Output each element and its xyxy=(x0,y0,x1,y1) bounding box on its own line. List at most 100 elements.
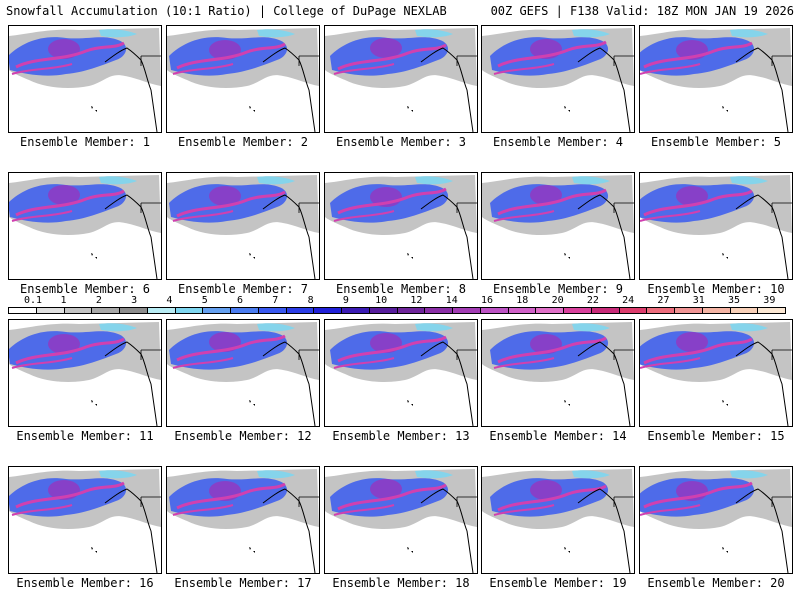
snow-cyan-patch xyxy=(572,470,610,479)
snow-magenta-streak-2 xyxy=(172,504,234,516)
snow-magenta-streak-2 xyxy=(11,357,73,369)
legend-swatch xyxy=(730,308,759,313)
snow-magenta-streak-2 xyxy=(11,63,73,75)
border-line xyxy=(613,202,634,213)
ensemble-panel xyxy=(639,319,793,427)
snow-magenta-streak xyxy=(497,484,607,512)
ensemble-member-label: Ensemble Member: 6 xyxy=(19,282,151,296)
snow-cyan-patch xyxy=(257,470,295,479)
ensemble-member-label: Ensemble Member: 8 xyxy=(335,282,467,296)
legend-tick-label: 3 xyxy=(131,295,138,306)
snowfall-map xyxy=(640,322,792,426)
snow-purple-core xyxy=(370,479,402,499)
snow-magenta-streak xyxy=(643,337,753,365)
legend-tick-label: 39 xyxy=(763,295,776,306)
snow-magenta-streak-2 xyxy=(640,357,701,369)
legend-swatch xyxy=(564,308,592,313)
snow-magenta-streak-2 xyxy=(640,63,701,75)
ensemble-member-label: Ensemble Member: 17 xyxy=(174,576,312,590)
snow-magenta-streak xyxy=(15,41,125,69)
snowfall-map xyxy=(325,175,477,279)
ensemble-member-label: Ensemble Member: 1 xyxy=(19,135,151,149)
legend-swatch xyxy=(175,308,204,313)
border-line xyxy=(140,349,161,360)
ensemble-panel xyxy=(324,25,478,133)
snow-cyan-patch xyxy=(572,323,610,332)
ensemble-member-label: Ensemble Member: 18 xyxy=(332,576,470,590)
border-line xyxy=(140,55,161,66)
ensemble-member-label: Ensemble Member: 10 xyxy=(647,282,785,296)
ensemble-member-label: Ensemble Member: 5 xyxy=(650,135,782,149)
snow-cyan-patch xyxy=(257,176,295,185)
snow-magenta-streak xyxy=(337,335,447,363)
islands xyxy=(407,400,413,406)
snow-purple-core xyxy=(676,186,708,206)
legend-tick-label: 6 xyxy=(236,295,244,306)
border-line xyxy=(140,202,161,213)
legend-swatch xyxy=(702,308,731,313)
border-line xyxy=(298,496,319,507)
ensemble-panel xyxy=(481,172,635,280)
legend-swatch xyxy=(425,308,453,313)
snowfall-map xyxy=(167,469,319,573)
snow-magenta-streak xyxy=(15,481,125,509)
border-line xyxy=(298,55,319,66)
snow-magenta-streak xyxy=(176,482,286,510)
legend-tick-label: 35 xyxy=(728,295,741,306)
legend-tick-label: 14 xyxy=(445,295,458,306)
snow-magenta-streak xyxy=(643,189,753,217)
ensemble-member-label: Ensemble Member: 20 xyxy=(647,576,785,590)
ensemble-panel xyxy=(324,319,478,427)
legend-swatch xyxy=(92,308,120,313)
snow-magenta-streak xyxy=(337,43,447,71)
legend-tick-label: 27 xyxy=(657,295,670,306)
snow-magenta-streak xyxy=(15,337,125,365)
snow-magenta-streak-2 xyxy=(172,357,234,369)
snow-cyan-patch xyxy=(572,29,610,38)
legend-tick-label: 12 xyxy=(410,295,423,306)
islands xyxy=(249,547,255,553)
snow-purple-core xyxy=(370,38,402,58)
islands xyxy=(564,400,570,406)
islands xyxy=(722,547,728,553)
snowfall-map xyxy=(640,469,792,573)
snowfall-map xyxy=(167,322,319,426)
ensemble-panel xyxy=(8,172,162,280)
snow-magenta-streak xyxy=(337,187,447,215)
run-info: 00Z GEFS | F138 Valid: 18Z MON JAN 19 20… xyxy=(490,4,794,18)
snow-magenta-streak-2 xyxy=(11,504,73,516)
snow-purple-core xyxy=(48,185,80,205)
legend-swatch xyxy=(480,308,509,313)
ensemble-panel xyxy=(324,172,478,280)
snow-magenta-streak xyxy=(176,190,286,218)
snow-magenta-streak-2 xyxy=(640,210,701,222)
ensemble-panel xyxy=(166,319,320,427)
ensemble-panel xyxy=(639,172,793,280)
snow-cyan-patch xyxy=(415,470,453,479)
snow-purple-core xyxy=(48,334,80,354)
border-line xyxy=(771,202,792,213)
legend-swatch xyxy=(286,308,315,313)
snow-purple-core xyxy=(676,332,708,352)
snow-cyan-patch xyxy=(99,176,137,185)
ensemble-member-label: Ensemble Member: 3 xyxy=(335,135,467,149)
ensemble-panel xyxy=(481,319,635,427)
legend-swatch xyxy=(231,308,259,313)
ensemble-member-label: Ensemble Member: 4 xyxy=(492,135,624,149)
snow-cyan-patch xyxy=(99,470,137,479)
snow-magenta-streak xyxy=(176,334,286,362)
snowfall-map xyxy=(167,175,319,279)
ensemble-panel xyxy=(166,466,320,574)
legend-bar xyxy=(8,307,786,314)
snowfall-map xyxy=(482,28,634,132)
snow-cyan-patch xyxy=(730,29,768,38)
legend-tick-label: 0.1 xyxy=(23,295,43,306)
snow-cyan-patch xyxy=(257,323,295,332)
snowfall-map xyxy=(325,28,477,132)
snowfall-map xyxy=(9,469,161,573)
snow-magenta-streak xyxy=(337,483,447,511)
legend-tick-label: 9 xyxy=(342,295,349,306)
snowfall-map xyxy=(482,322,634,426)
border-line xyxy=(613,496,634,507)
legend-tick-label: 1 xyxy=(60,295,67,306)
